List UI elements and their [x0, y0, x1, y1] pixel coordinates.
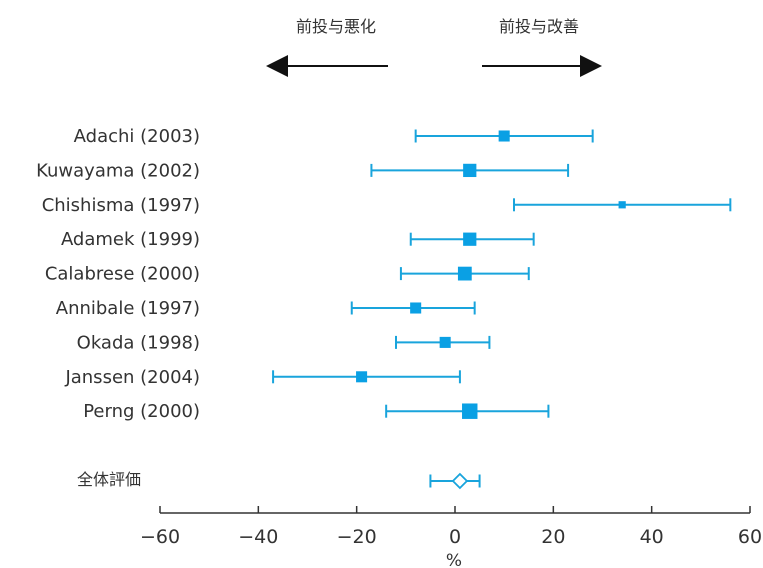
point-estimate [439, 336, 451, 348]
x-tick-label: 40 [640, 526, 664, 548]
study-label: Kuwayama (2002) [36, 160, 200, 181]
study-labels: Adachi (2003) Kuwayama (2002) Chishisma (1… [36, 126, 200, 422]
study-label: Chishisma (1997) [42, 195, 200, 216]
point-estimate [356, 371, 368, 383]
x-tick-label: −20 [337, 526, 377, 548]
x-tick-label: −60 [140, 526, 180, 548]
x-tick-label: 0 [449, 526, 461, 548]
summary-diamond [451, 472, 469, 490]
study-label: Adamek (1999) [61, 229, 200, 250]
summary-marks [429, 472, 481, 490]
x-axis-title: % [446, 551, 462, 568]
direction-label-improve: 前投与改善 [499, 17, 579, 36]
direction-arrow-left [266, 55, 388, 77]
x-tick-label: 60 [738, 526, 762, 548]
point-estimate [618, 201, 626, 209]
study-marks [272, 129, 732, 419]
summary-label: 全体評価 [77, 470, 141, 489]
study-label: Janssen (2004) [64, 367, 200, 388]
x-tick-label: −40 [238, 526, 278, 548]
study-label: Calabrese (2000) [45, 264, 200, 285]
study-label: Okada (1998) [77, 332, 200, 353]
point-estimate [463, 163, 477, 178]
direction-label-worse: 前投与悪化 [296, 17, 376, 36]
point-estimate [457, 266, 472, 281]
study-label: Adachi (2003) [74, 126, 200, 147]
point-estimate [463, 232, 477, 246]
study-label: Perng (2000) [83, 401, 200, 422]
point-estimate [462, 403, 478, 419]
point-estimate [498, 130, 510, 142]
x-tick-label: 20 [541, 526, 565, 548]
direction-arrow-right [482, 55, 602, 77]
study-label: Annibale (1997) [56, 298, 200, 319]
x-axis: −60 −40 −20 0 20 40 60 [140, 506, 762, 548]
point-estimate [410, 302, 422, 314]
